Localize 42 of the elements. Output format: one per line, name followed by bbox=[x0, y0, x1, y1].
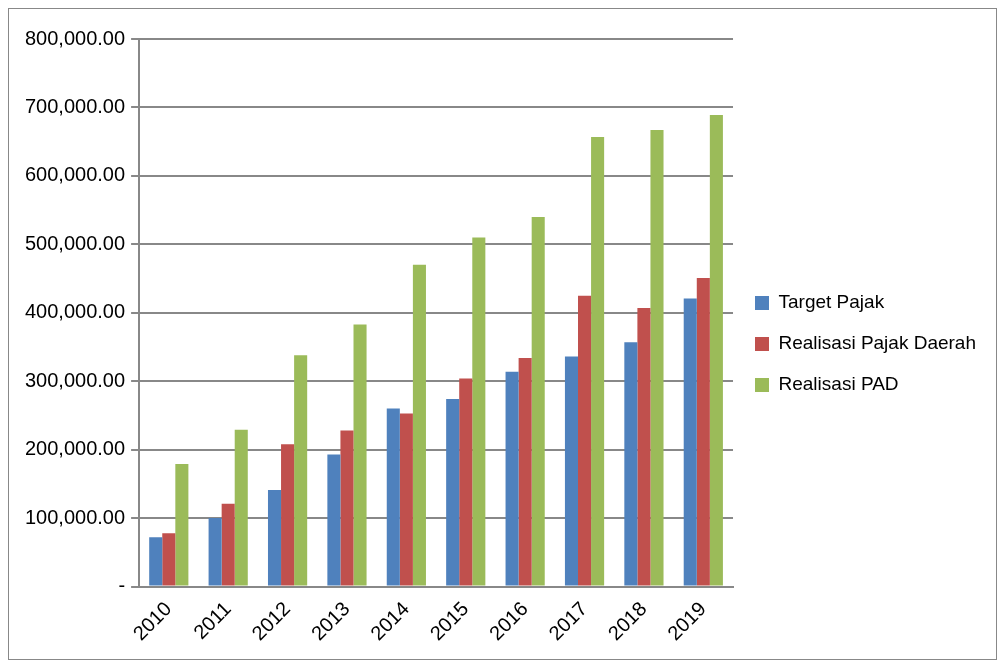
y-tick-label: 400,000.00 bbox=[24, 300, 126, 323]
y-tick-label: 600,000.00 bbox=[24, 163, 126, 186]
y-tick-label: 500,000.00 bbox=[24, 231, 126, 254]
bar bbox=[175, 464, 189, 586]
bar bbox=[637, 307, 651, 586]
bar bbox=[459, 378, 473, 586]
y-tick-label: 800,000.00 bbox=[24, 26, 126, 49]
bar bbox=[221, 503, 235, 586]
bar bbox=[281, 444, 295, 586]
bar bbox=[472, 237, 486, 586]
bar bbox=[591, 136, 605, 586]
bar bbox=[683, 298, 697, 586]
bar bbox=[518, 357, 532, 586]
bar bbox=[267, 490, 282, 586]
legend-label: Realisasi Pajak Daerah bbox=[778, 332, 977, 354]
legend-label: Target Pajak bbox=[778, 291, 885, 313]
y-tick-label: 200,000.00 bbox=[24, 437, 126, 460]
y-tick-label: - bbox=[118, 574, 126, 597]
bar bbox=[578, 295, 592, 586]
bar bbox=[564, 356, 578, 586]
bar bbox=[208, 518, 222, 586]
y-tick-label: 300,000.00 bbox=[24, 368, 126, 391]
bar bbox=[446, 399, 460, 586]
legend-label: Realisasi PAD bbox=[778, 373, 899, 395]
bar bbox=[162, 533, 176, 586]
bar bbox=[234, 429, 248, 586]
bar bbox=[624, 342, 638, 586]
bar bbox=[294, 355, 308, 586]
bar bbox=[412, 264, 426, 586]
y-tick-label: 100,000.00 bbox=[24, 505, 126, 528]
bar bbox=[399, 413, 413, 586]
y-tick-label: 700,000.00 bbox=[24, 94, 126, 117]
bar bbox=[696, 277, 710, 586]
bar bbox=[709, 114, 723, 586]
bar bbox=[531, 216, 545, 586]
bar bbox=[353, 324, 367, 586]
bar bbox=[650, 130, 664, 586]
bar bbox=[327, 454, 341, 586]
bar bbox=[386, 408, 400, 586]
bar bbox=[149, 537, 163, 586]
bar bbox=[340, 430, 354, 586]
bar bbox=[505, 371, 519, 586]
